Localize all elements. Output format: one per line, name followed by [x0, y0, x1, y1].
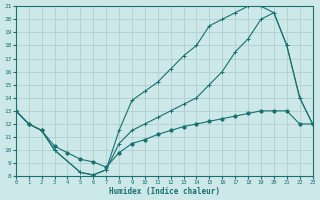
- X-axis label: Humidex (Indice chaleur): Humidex (Indice chaleur): [109, 187, 220, 196]
